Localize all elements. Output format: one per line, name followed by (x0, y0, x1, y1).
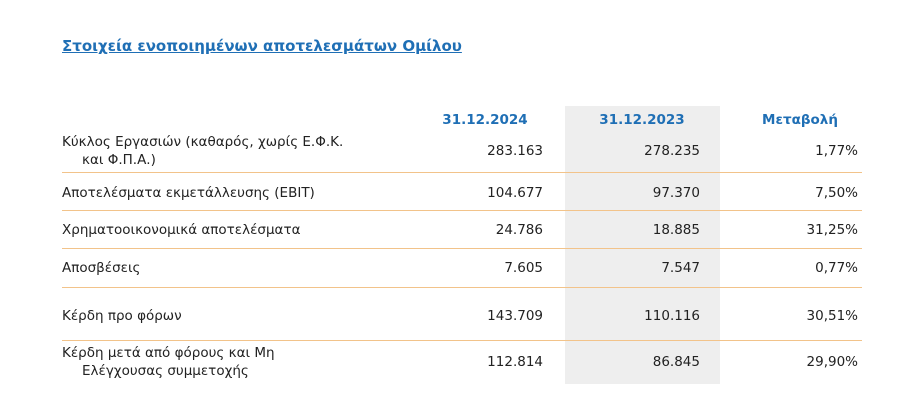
row-label: Ελέγχουσας συμμετοχής (82, 362, 249, 379)
cell-value: 86.845 (652, 354, 700, 370)
cell-value: 112.814 (487, 354, 543, 370)
cell-value: 110.116 (644, 308, 700, 324)
cell-value: 7.547 (661, 260, 700, 276)
cell-value: 7,50% (815, 185, 858, 201)
cell-value: 24.786 (495, 222, 543, 238)
cell-value: 18.885 (652, 222, 700, 238)
cell-value: 278.235 (644, 143, 700, 159)
row-label: Χρηματοοικονομικά αποτελέσματα (62, 222, 301, 238)
row-label: Κέρδη μετά από φόρους και Μη (62, 345, 275, 362)
row-label: και Φ.Π.Α.) (82, 151, 156, 168)
cell-value: 97.370 (652, 185, 700, 201)
cell-value: 143.709 (487, 308, 543, 324)
cell-value: 104.677 (487, 185, 543, 201)
row-separator (62, 248, 862, 249)
row-separator (62, 287, 862, 288)
row-label: Κέρδη προ φόρων (62, 308, 182, 324)
row-separator (62, 210, 862, 211)
row-separator (62, 172, 862, 173)
cell-value: 0,77% (815, 260, 858, 276)
highlight-column (565, 106, 720, 384)
cell-value: 1,77% (815, 143, 858, 159)
column-header: Μεταβολή (762, 112, 838, 128)
row-label: Αποτελέσματα εκμετάλλευσης (EBIT) (62, 185, 315, 201)
title: Στοιχεία ενοποιημένων αποτελεσμάτων Ομίλ… (62, 37, 462, 55)
row-label: Κύκλος Εργασιών (καθαρός, χωρίς Ε.Φ.Κ. (62, 134, 344, 151)
cell-value: 283.163 (487, 143, 543, 159)
column-header: 31.12.2024 (442, 112, 528, 128)
row-label: Αποσβέσεις (62, 260, 141, 276)
cell-value: 31,25% (806, 222, 858, 238)
column-header: 31.12.2023 (599, 112, 685, 128)
row-separator (62, 340, 862, 341)
cell-value: 7.605 (504, 260, 543, 276)
cell-value: 29,90% (806, 354, 858, 370)
cell-value: 30,51% (806, 308, 858, 324)
